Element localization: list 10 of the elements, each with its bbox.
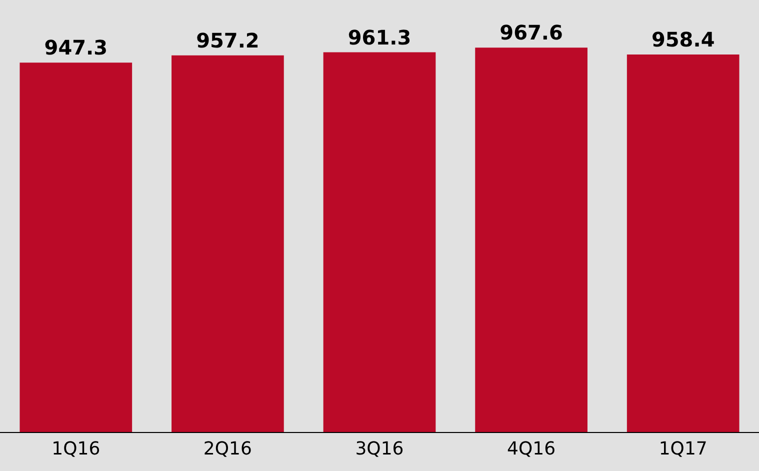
x-tick-label: 1Q17 xyxy=(658,438,708,460)
data-label: 967.6 xyxy=(500,20,563,45)
x-tick-label: 3Q16 xyxy=(355,438,404,460)
data-label: 958.4 xyxy=(651,27,715,52)
x-tick-label: 1Q16 xyxy=(52,438,100,460)
data-label: 947.3 xyxy=(44,36,108,60)
data-label: 961.3 xyxy=(348,25,412,50)
x-tick-label: 4Q16 xyxy=(507,438,556,460)
data-label: 957.2 xyxy=(196,28,260,52)
x-tick-label: 2Q16 xyxy=(203,438,252,460)
